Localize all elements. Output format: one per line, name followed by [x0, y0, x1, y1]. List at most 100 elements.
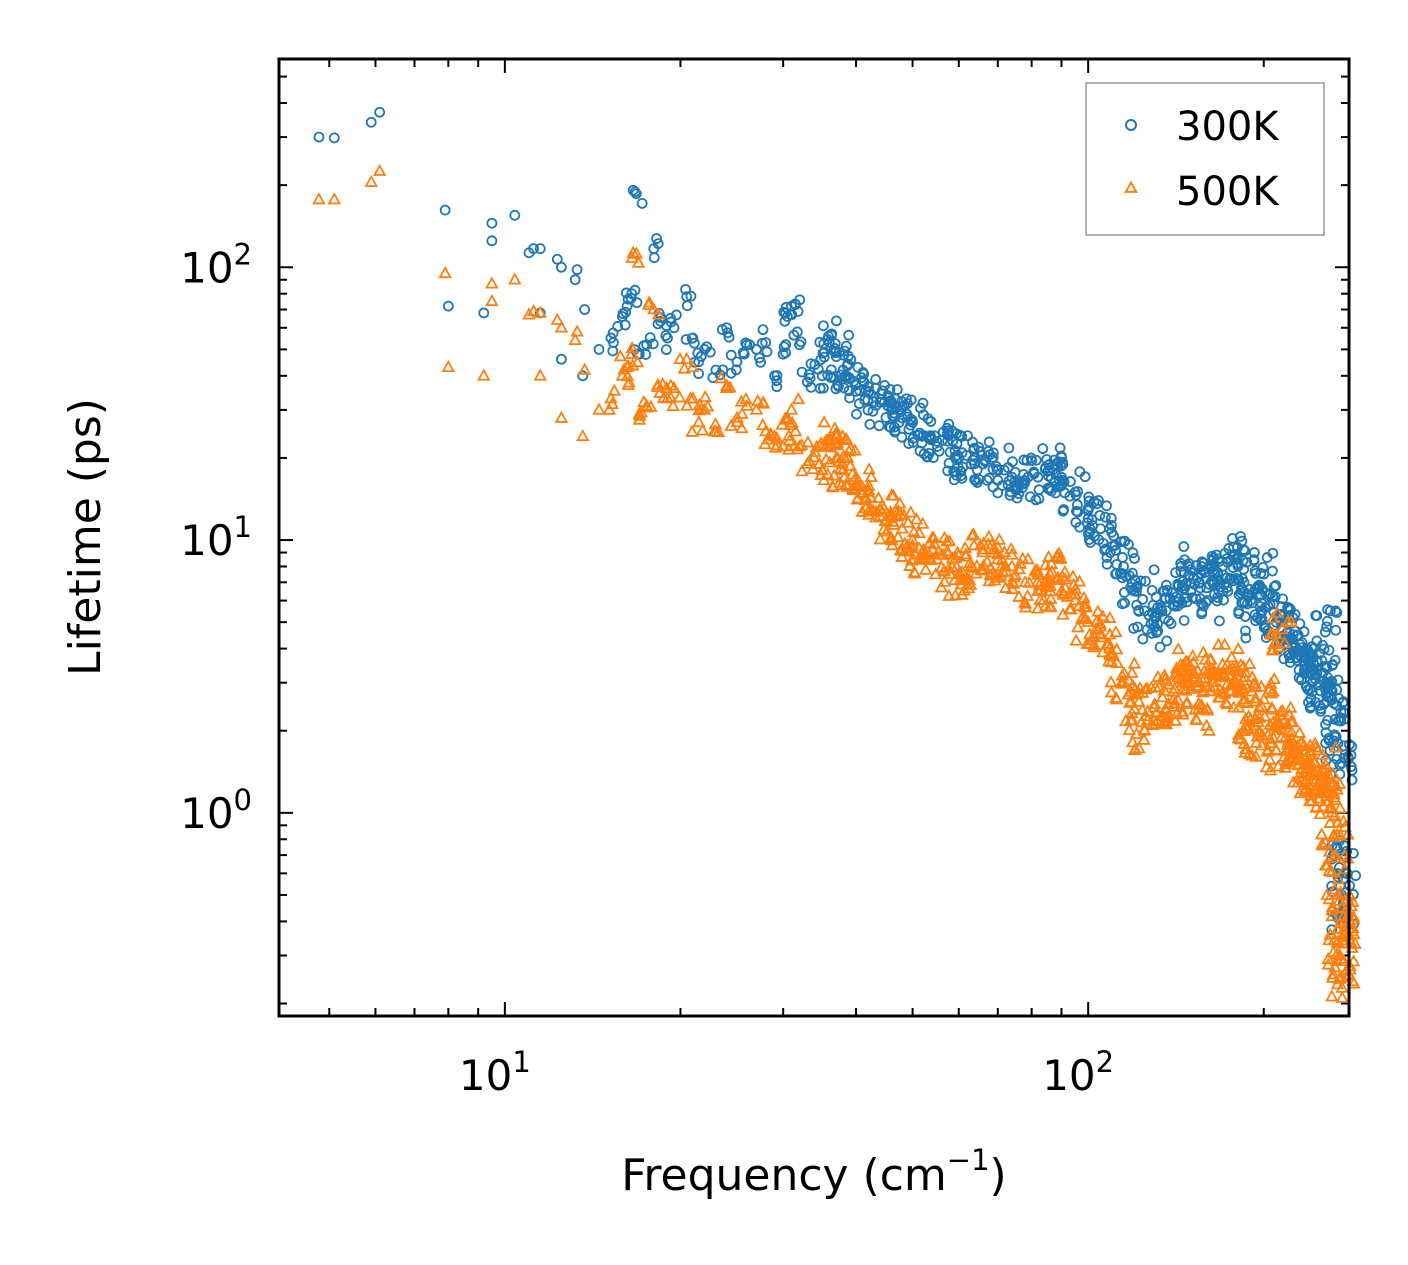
- data-point-300K: [915, 402, 926, 414]
- data-point-300K: [486, 235, 498, 247]
- data-point-500K: [1007, 570, 1021, 583]
- data-point-500K: [1252, 700, 1267, 713]
- data-point-300K: [1160, 579, 1172, 591]
- data-point-300K: [665, 312, 676, 324]
- data-point-300K: [1028, 468, 1040, 480]
- data-point-500K: [576, 428, 590, 442]
- data-point-500K: [1292, 725, 1307, 738]
- data-point-300K: [1269, 581, 1280, 592]
- data-point-300K: [1322, 615, 1333, 627]
- data-point-300K: [788, 329, 800, 341]
- data-point-300K: [701, 341, 713, 353]
- data-point-300K: [948, 466, 960, 477]
- data-point-500K: [1325, 989, 1339, 1002]
- data-point-300K: [868, 396, 880, 408]
- data-point-300K: [1123, 538, 1134, 550]
- data-point-500K: [1284, 714, 1298, 727]
- data-point-500K: [780, 412, 795, 425]
- data-point-300K: [631, 297, 643, 309]
- data-point-300K: [1240, 625, 1251, 637]
- data-point-500K: [1231, 731, 1246, 744]
- data-point-300K: [971, 464, 983, 476]
- data-point-300K: [1137, 633, 1149, 645]
- data-point-500K: [1127, 742, 1142, 756]
- x-axis-label: Frequency (cm−1): [621, 1143, 1006, 1201]
- data-point-300K: [923, 431, 935, 442]
- data-point-300K: [668, 322, 680, 334]
- data-point-300K: [328, 132, 340, 144]
- data-point-500K: [1294, 735, 1308, 748]
- data-point-500K: [982, 574, 996, 587]
- data-point-500K: [884, 507, 898, 520]
- data-point-300K: [942, 435, 953, 447]
- data-point-500K: [1268, 635, 1283, 648]
- data-point-300K: [1084, 526, 1096, 538]
- data-point-300K: [1303, 696, 1314, 708]
- data-point-300K: [1263, 589, 1275, 601]
- data-point-500K: [1238, 665, 1252, 678]
- data-point-500K: [1058, 564, 1072, 578]
- data-point-500K: [1020, 588, 1035, 601]
- data-point-300K: [1325, 684, 1337, 695]
- data-point-300K: [927, 452, 939, 464]
- data-point-500K: [1091, 604, 1105, 617]
- data-point-300K: [1140, 575, 1151, 587]
- data-point-300K: [648, 252, 660, 264]
- data-point-500K: [927, 536, 942, 550]
- data-point-300K: [1346, 741, 1358, 752]
- data-point-500K: [1265, 642, 1280, 655]
- data-point-300K: [1003, 442, 1015, 454]
- data-point-300K: [660, 344, 672, 356]
- data-point-500K: [1249, 735, 1264, 748]
- data-point-300K: [955, 430, 967, 442]
- data-point-300K: [1269, 591, 1281, 602]
- data-point-300K: [1108, 530, 1119, 542]
- data-point-300K: [1101, 552, 1113, 563]
- data-point-500K: [1323, 815, 1337, 828]
- data-point-300K: [830, 315, 842, 327]
- data-point-500K: [640, 400, 654, 413]
- data-point-300K: [1007, 456, 1018, 468]
- data-point-500K: [485, 293, 499, 307]
- data-point-500K: [1155, 690, 1170, 703]
- data-point-300K: [1099, 544, 1111, 556]
- data-point-300K: [725, 349, 737, 361]
- data-point-500K: [659, 380, 674, 394]
- data-point-300K: [1194, 582, 1206, 594]
- data-point-500K: [1018, 595, 1032, 608]
- data-point-500K: [835, 456, 850, 469]
- data-point-300K: [796, 366, 808, 378]
- data-point-500K: [1259, 760, 1274, 773]
- data-point-500K: [602, 402, 617, 415]
- data-point-300K: [1214, 581, 1226, 593]
- legend: 300K 500K: [1085, 82, 1325, 236]
- data-point-500K: [673, 351, 687, 365]
- data-point-300K: [826, 328, 838, 340]
- data-point-500K: [1167, 699, 1181, 712]
- data-point-300K: [1126, 584, 1138, 596]
- data-point-300K: [374, 106, 386, 118]
- data-point-500K: [788, 438, 802, 451]
- data-point-300K: [795, 336, 807, 348]
- data-point-300K: [757, 324, 769, 336]
- data-point-300K: [1311, 635, 1323, 647]
- data-point-500K: [795, 464, 809, 477]
- data-point-500K: [941, 546, 955, 559]
- data-point-300K: [941, 422, 953, 434]
- data-point-300K: [756, 337, 768, 349]
- data-point-300K: [1129, 553, 1140, 564]
- data-point-300K: [636, 197, 648, 209]
- data-point-300K: [1070, 489, 1082, 501]
- data-point-500K: [877, 522, 891, 535]
- data-point-500K: [1122, 695, 1137, 708]
- data-point-500K: [522, 307, 536, 320]
- data-point-300K: [778, 341, 790, 353]
- data-point-500K: [1240, 721, 1255, 734]
- data-point-500K: [983, 568, 997, 581]
- data-point-300K: [1270, 580, 1282, 591]
- data-point-500K: [1095, 609, 1110, 622]
- data-point-300K: [1320, 676, 1332, 688]
- data-point-300K: [987, 447, 999, 459]
- data-point-500K: [1332, 776, 1347, 789]
